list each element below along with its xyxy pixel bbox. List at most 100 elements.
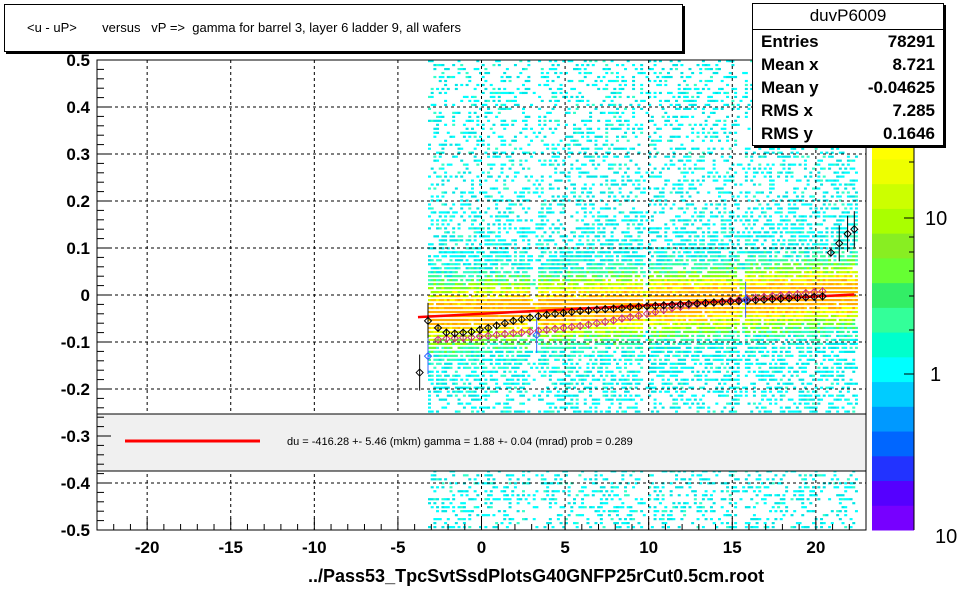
heatmap-cell [441,179,445,182]
heatmap-cell [661,115,665,118]
heatmap-cell [470,358,474,361]
heatmap-cell [610,275,614,278]
heatmap-cell [543,135,547,138]
heatmap-cell [583,506,587,509]
heatmap-cell [430,478,434,481]
heatmap-cell [513,382,517,385]
heatmap-cell [428,203,431,206]
heatmap-cell [503,223,507,226]
heatmap-cell [575,298,579,302]
heatmap-cell [516,295,520,298]
heatmap-cell [503,255,507,258]
heatmap-cell [441,251,445,254]
heatmap-cell [540,283,544,286]
heatmap-cell [513,322,517,326]
heatmap-cell [503,143,507,146]
heatmap-cell [430,306,434,310]
heatmap-cell [511,518,515,521]
heatmap-cell [597,334,601,338]
heatmap-cell [634,310,638,314]
heatmap-cell [570,183,574,186]
heatmap-cell [489,295,493,298]
heatmap-cell [527,259,531,262]
heatmap-cell [500,171,504,174]
heatmap-cell [454,350,458,353]
heatmap-cell [621,478,625,481]
heatmap-cell [465,127,469,130]
heatmap-cell [559,171,563,174]
heatmap-cell [481,410,485,413]
heatmap-cell [578,334,582,338]
heatmap-cell [481,83,485,87]
heatmap-cell [610,374,614,377]
heatmap-cell [516,366,520,369]
heatmap-cell [452,295,456,298]
heatmap-cell [444,346,448,349]
heatmap-cell [527,291,531,294]
heatmap-cell [650,354,654,357]
heatmap-cell [607,314,611,318]
heatmap-cell [505,107,509,110]
heatmap-cell [511,398,515,401]
heatmap-cell [519,346,523,349]
heatmap-cell [519,342,523,345]
heatmap-cell [433,346,437,349]
heatmap-cell [664,279,668,282]
heatmap-cell [473,350,477,353]
heatmap-cell [594,283,598,286]
heatmap-cell [470,119,474,122]
heatmap-cell [567,291,571,294]
heatmap-cell [470,354,474,357]
heatmap-cell [441,143,445,146]
heatmap-cell [527,295,531,298]
heatmap-cell [538,287,542,290]
heatmap-cell [632,291,636,294]
heatmap-cell [433,291,437,294]
heatmap-cell [634,247,638,250]
heatmap-cell [624,271,628,274]
heatmap-cell [497,354,501,357]
heatmap-cell [449,302,453,306]
heatmap-cell [489,279,493,282]
heatmap-cell [436,175,440,178]
heatmap-cell [524,119,528,122]
heatmap-cell [605,63,609,67]
heatmap-cell [575,243,579,246]
heatmap-cell [648,227,652,230]
heatmap-cell [479,322,483,326]
heatmap-cell [470,187,474,190]
heatmap-cell [444,67,448,71]
heatmap-cell [626,227,630,230]
heatmap-cell [634,338,638,342]
heatmap-cell [591,207,595,210]
heatmap-cell [470,255,474,258]
heatmap-cell [487,338,491,342]
heatmap-cell [492,526,496,529]
heatmap-cell [605,310,609,314]
heatmap-cell [573,127,576,130]
heatmap-cell [664,231,668,234]
heatmap-cell [589,291,593,294]
heatmap-cell [462,255,466,258]
heatmap-cell [578,275,582,278]
heatmap-cell [559,91,563,95]
heatmap-cell [449,215,453,218]
heatmap-cell [543,263,547,266]
heatmap-cell [613,179,617,182]
heatmap-cell [578,410,582,413]
heatmap-cell [573,139,576,142]
heatmap-cell [457,295,461,298]
heatmap-cell [618,211,622,214]
heatmap-cell [449,490,453,493]
heatmap-cell [516,302,520,306]
heatmap-cell [473,370,477,373]
heatmap-cell [610,179,614,182]
heatmap-cell [610,259,614,262]
heatmap-cell [637,338,641,342]
heatmap-cell [632,374,636,377]
heatmap-cell [487,346,491,349]
heatmap-cell [454,251,458,254]
heatmap-cell [554,263,558,266]
heatmap-cell [624,394,628,397]
heatmap-cell [564,334,568,338]
